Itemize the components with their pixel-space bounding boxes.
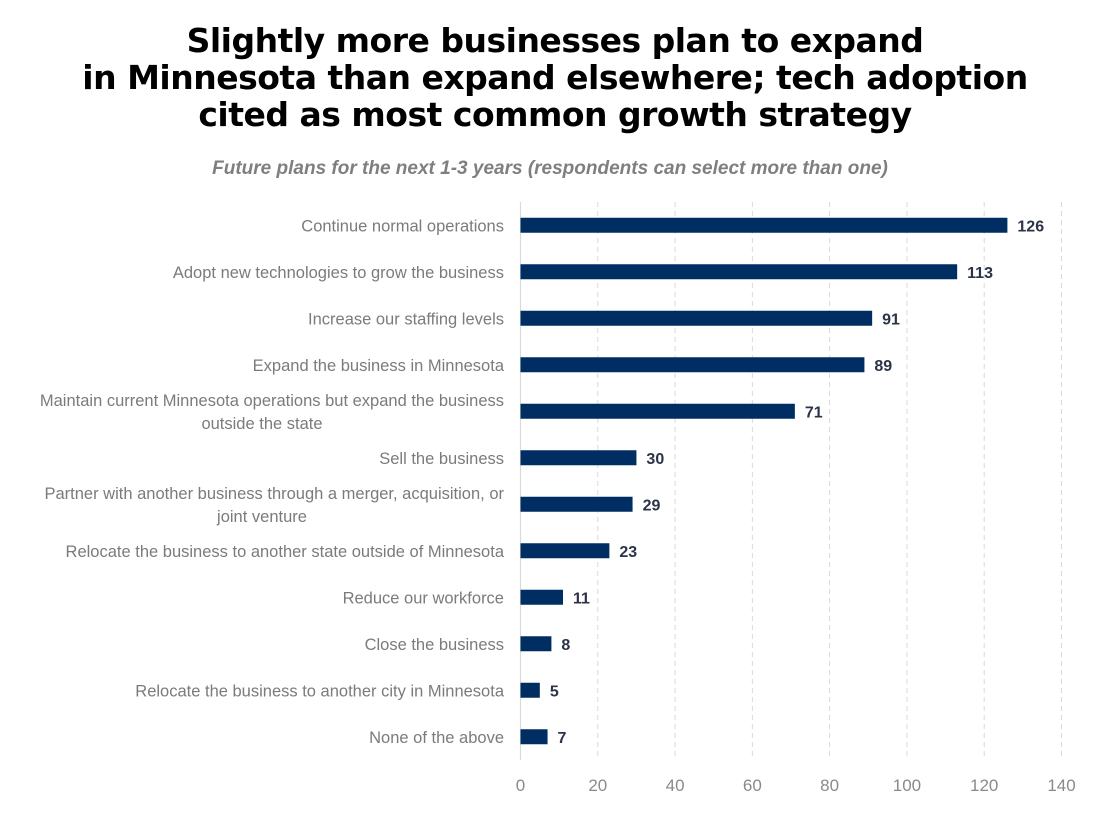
x-tick-label: 60 bbox=[743, 776, 762, 795]
gridlines bbox=[597, 202, 1062, 760]
category-label: Continue normal operations bbox=[301, 217, 504, 235]
category-label: Sell the business bbox=[379, 450, 504, 468]
category-label: Close the business bbox=[365, 636, 504, 654]
category-label: Relocate the business to another city in… bbox=[135, 682, 505, 700]
x-tick-label: 120 bbox=[970, 776, 998, 795]
value-labels: 126 113 91 89 71 30 29 23 11 8 5 7 bbox=[550, 218, 1044, 747]
bar bbox=[520, 589, 564, 605]
value-label: 91 bbox=[882, 311, 900, 328]
chart-title-line: in Minnesota than expand elsewhere; tech… bbox=[82, 58, 1028, 97]
bar bbox=[520, 357, 865, 373]
x-tick-label: 140 bbox=[1047, 776, 1075, 795]
bar bbox=[520, 217, 1008, 233]
bar bbox=[520, 450, 637, 466]
category-labels: Continue normal operations Adopt new tech… bbox=[40, 217, 505, 747]
x-tick-label: 40 bbox=[666, 776, 685, 795]
category-label: outside the state bbox=[201, 415, 322, 433]
bar bbox=[520, 403, 795, 419]
bar bbox=[520, 310, 873, 326]
chart-subtitle: Future plans for the next 1-3 years (res… bbox=[212, 158, 888, 179]
category-label: Expand the business in Minnesota bbox=[253, 357, 505, 375]
x-tick-label: 80 bbox=[820, 776, 839, 795]
x-tick-label: 100 bbox=[893, 776, 921, 795]
category-label: joint venture bbox=[216, 508, 307, 526]
value-label: 30 bbox=[646, 451, 664, 468]
category-label: Adopt new technologies to grow the busin… bbox=[173, 264, 504, 282]
value-label: 8 bbox=[561, 637, 570, 654]
chart-title-line: cited as most common growth strategy bbox=[198, 95, 912, 134]
bar bbox=[520, 264, 958, 280]
bar bbox=[520, 682, 540, 698]
category-label: Maintain current Minnesota operations bu… bbox=[40, 392, 504, 410]
bar bbox=[520, 636, 552, 652]
bar bbox=[520, 729, 548, 745]
category-label: Reduce our workforce bbox=[343, 589, 504, 607]
value-label: 113 bbox=[967, 265, 993, 282]
value-label: 29 bbox=[643, 497, 661, 514]
x-tick-label: 0 bbox=[516, 776, 525, 795]
category-label: Increase our staffing levels bbox=[308, 310, 504, 328]
value-label: 7 bbox=[558, 730, 567, 747]
bar bbox=[520, 543, 610, 559]
x-tick-labels: 0 20 40 60 80 100 120 140 bbox=[516, 776, 1076, 795]
value-label: 89 bbox=[874, 358, 892, 375]
category-label: Partner with another business through a … bbox=[44, 485, 504, 503]
value-label: 126 bbox=[1017, 218, 1044, 235]
value-label: 71 bbox=[805, 404, 823, 421]
value-label: 11 bbox=[573, 590, 590, 607]
x-tick-label: 20 bbox=[588, 776, 607, 795]
value-label: 23 bbox=[619, 544, 637, 561]
chart-title-line: Slightly more businesses plan to expand bbox=[186, 21, 924, 60]
category-label: Relocate the business to another state o… bbox=[66, 543, 505, 561]
bar bbox=[520, 496, 633, 512]
bars bbox=[520, 217, 1008, 745]
value-label: 5 bbox=[550, 683, 559, 700]
category-label: None of the above bbox=[369, 729, 504, 747]
chart-title: Slightly more businesses plan to expand … bbox=[0, 22, 1096, 133]
